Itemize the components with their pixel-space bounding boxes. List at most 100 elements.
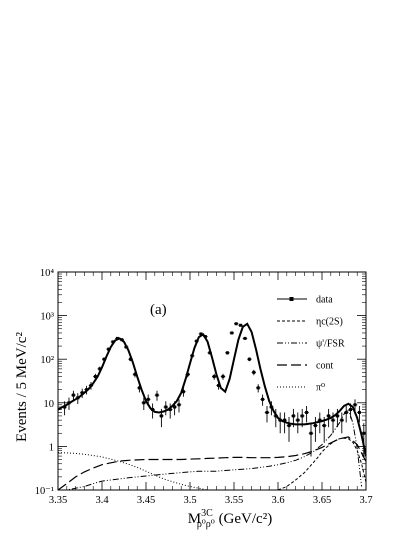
data-marker xyxy=(309,431,313,435)
data-point xyxy=(132,371,138,378)
y-tick-label: 10⁴ xyxy=(40,268,55,279)
y-tick-label: 1 xyxy=(49,442,54,453)
data-marker xyxy=(239,323,243,327)
data-marker xyxy=(107,347,111,351)
data-marker xyxy=(186,372,190,376)
data-marker xyxy=(80,391,84,395)
legend-entry: ηc(2S) xyxy=(277,317,343,328)
data-marker xyxy=(89,383,93,387)
data-marker xyxy=(85,388,89,392)
cont-curve xyxy=(58,436,366,490)
data-marker xyxy=(177,403,181,407)
data-point xyxy=(212,373,217,380)
data-marker xyxy=(76,396,80,400)
data-marker xyxy=(115,336,119,340)
data-marker xyxy=(230,331,234,335)
data-point xyxy=(119,338,124,342)
data-marker xyxy=(168,408,172,412)
data-point xyxy=(256,384,261,393)
data-marker xyxy=(283,418,287,422)
data-point xyxy=(102,357,107,362)
x-tick-label: 3.5 xyxy=(183,495,196,506)
data-point xyxy=(93,373,98,380)
data-marker xyxy=(278,418,282,422)
data-point xyxy=(80,388,85,399)
x-tick-label: 3.55 xyxy=(225,495,243,506)
data-point xyxy=(220,373,226,380)
x-tick-label: 3.6 xyxy=(271,495,284,506)
legend-label: data xyxy=(316,295,333,306)
data-point xyxy=(361,423,366,457)
data-marker xyxy=(225,351,229,355)
data-point xyxy=(295,412,300,434)
data-point xyxy=(335,408,340,428)
data-point xyxy=(313,416,318,442)
data-point xyxy=(141,397,146,410)
axis-ticks: 3.35 3.4 3.45 3.5 3.55 3.6 3.65 3.7 10⁻¹ 1 10 10² 10… xyxy=(35,268,373,506)
data-marker xyxy=(173,405,177,409)
x-tick-label: 3.65 xyxy=(313,495,331,506)
data-point xyxy=(278,412,283,434)
data-marker xyxy=(133,372,137,376)
data-marker xyxy=(340,418,344,422)
data-marker xyxy=(256,386,260,390)
data-point xyxy=(203,335,208,339)
data-marker xyxy=(67,401,71,405)
data-point xyxy=(181,387,186,397)
data-marker xyxy=(120,338,124,342)
data-point xyxy=(308,423,314,457)
legend-entry: cont xyxy=(277,361,333,372)
data-marker xyxy=(313,424,317,428)
data-point xyxy=(128,357,133,362)
data-marker xyxy=(291,414,295,418)
legend-label: ψ'/FSR xyxy=(316,339,345,350)
data-point xyxy=(339,412,344,434)
data-point xyxy=(229,331,234,335)
legend-entry: data xyxy=(277,295,333,306)
data-point xyxy=(251,369,256,376)
data-marker xyxy=(71,393,75,397)
data-point xyxy=(176,399,182,413)
plot-border xyxy=(57,271,367,491)
data-marker xyxy=(129,357,133,361)
data-point xyxy=(110,340,116,344)
y-tick-label: 10² xyxy=(40,355,54,366)
plot-frame xyxy=(57,271,367,491)
data-marker xyxy=(247,357,251,361)
data-marker xyxy=(300,414,304,418)
data-point xyxy=(168,403,173,419)
data-point xyxy=(326,408,331,428)
data-marker xyxy=(217,383,221,387)
data-point xyxy=(225,351,230,355)
data-marker xyxy=(252,370,256,374)
data-marker xyxy=(155,393,159,397)
psi-fsr-curve xyxy=(58,408,363,490)
legend: data ηc(2S) ψ'/FSR cont π⁰ xyxy=(277,295,345,394)
data-point xyxy=(154,390,160,401)
data-marker xyxy=(221,375,225,379)
legend-label: π⁰ xyxy=(316,383,325,394)
data-point xyxy=(207,351,212,355)
data-marker xyxy=(142,401,146,405)
data-point xyxy=(75,393,80,404)
data-marker xyxy=(296,418,300,422)
data-point xyxy=(172,401,177,416)
data-point xyxy=(146,394,151,406)
data-marker xyxy=(353,403,357,407)
data-point xyxy=(163,401,168,416)
data-marker xyxy=(327,414,331,418)
data-point xyxy=(247,357,252,362)
data-point xyxy=(330,412,336,434)
data-point xyxy=(234,322,239,326)
x-tick-label: 3.35 xyxy=(49,495,67,506)
data-marker xyxy=(195,339,199,343)
data-marker xyxy=(318,418,322,422)
data-marker xyxy=(362,431,366,435)
y-tick-label: 10⁻¹ xyxy=(35,486,54,497)
data-marker xyxy=(181,390,185,394)
data-marker xyxy=(151,408,155,412)
data-point xyxy=(71,390,76,401)
data-point xyxy=(198,332,204,336)
data-point xyxy=(238,323,243,327)
